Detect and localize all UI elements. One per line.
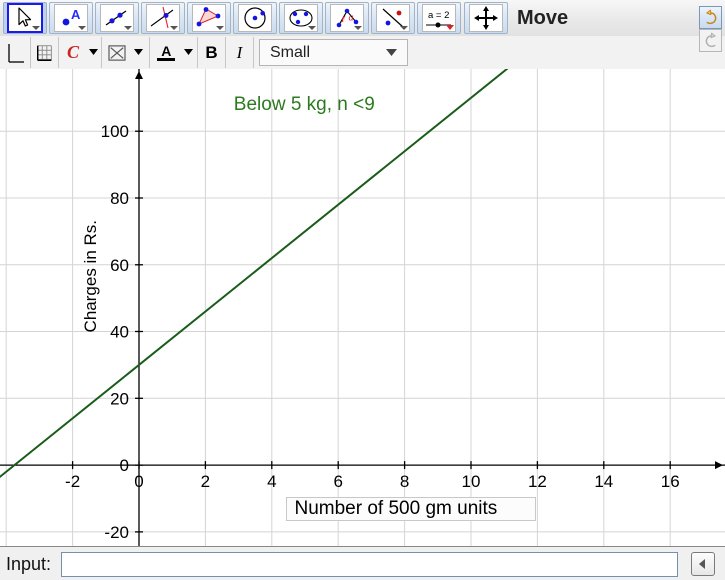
svg-text:a: a <box>349 13 354 24</box>
svg-text:14: 14 <box>594 472 613 491</box>
svg-text:40: 40 <box>110 323 129 342</box>
svg-text:10: 10 <box>462 472 481 491</box>
svg-text:8: 8 <box>400 472 409 491</box>
svg-text:a = 2: a = 2 <box>428 10 449 21</box>
svg-text:100: 100 <box>101 122 129 141</box>
svg-text:16: 16 <box>661 472 680 491</box>
svg-text:0: 0 <box>120 456 129 475</box>
svg-text:-2: -2 <box>65 472 80 491</box>
svg-text:0: 0 <box>134 472 143 491</box>
svg-text:60: 60 <box>110 256 129 275</box>
svg-text:12: 12 <box>528 472 547 491</box>
svg-text:4: 4 <box>267 472 276 491</box>
svg-text:A: A <box>71 7 81 22</box>
svg-text:20: 20 <box>110 389 129 408</box>
svg-text:-20: -20 <box>104 523 129 542</box>
svg-text:80: 80 <box>110 189 129 208</box>
svg-text:2: 2 <box>201 472 210 491</box>
svg-text:6: 6 <box>333 472 342 491</box>
